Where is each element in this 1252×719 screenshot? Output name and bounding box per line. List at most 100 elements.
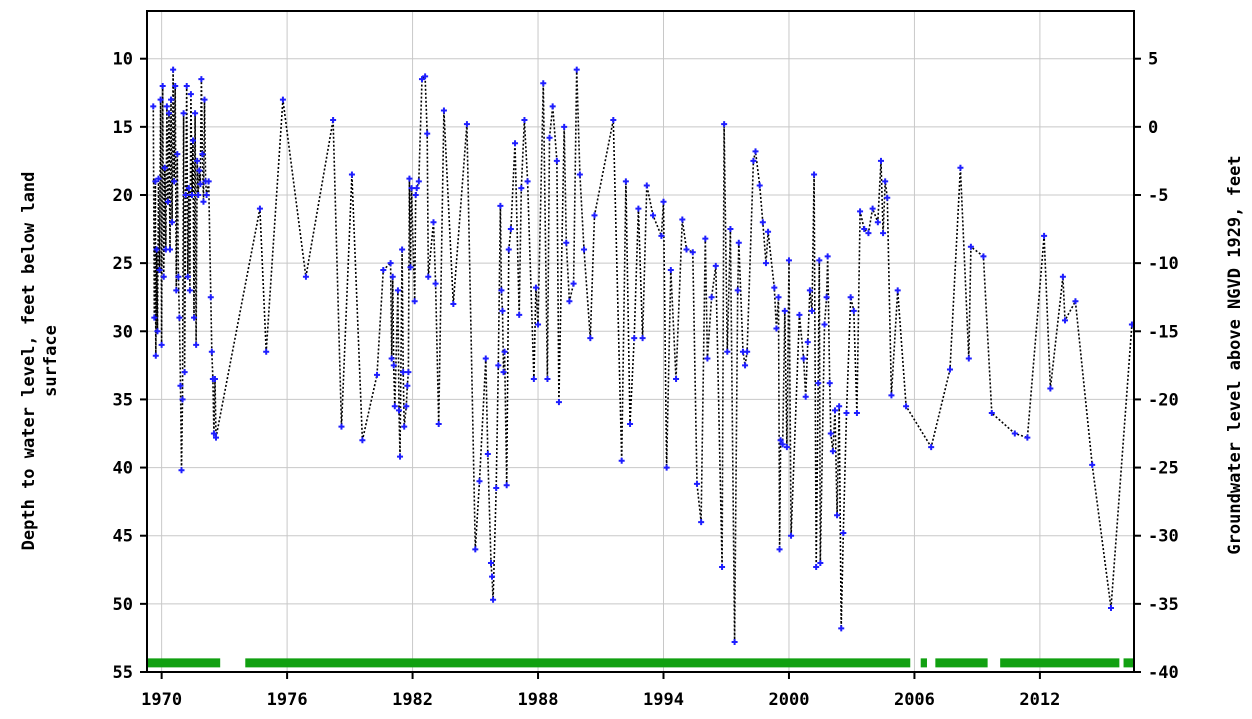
data-point-28 — [178, 467, 185, 474]
data-point-99 — [450, 301, 457, 308]
data-point-230 — [957, 164, 964, 171]
data-point-201 — [821, 321, 828, 328]
data-point-92 — [422, 73, 429, 80]
x-tick-label-2006: 2006 — [894, 690, 935, 710]
data-point-4 — [153, 246, 160, 253]
data-point-200 — [817, 559, 824, 566]
data-point-219 — [869, 205, 876, 212]
data-point-209 — [836, 403, 843, 410]
data-point-153 — [667, 266, 674, 273]
data-point-185 — [779, 441, 786, 448]
data-point-54 — [207, 294, 214, 301]
data-point-86 — [408, 185, 415, 192]
data-point-224 — [884, 194, 891, 201]
data-point-168 — [731, 639, 738, 646]
data-point-216 — [857, 208, 864, 215]
y-left-tick-label-55: 55 — [113, 663, 133, 683]
data-point-139 — [587, 335, 594, 342]
data-point-138 — [581, 246, 588, 253]
data-point-206 — [829, 448, 836, 455]
data-point-40 — [191, 314, 198, 321]
data-point-140 — [591, 212, 598, 219]
data-point-48 — [199, 151, 206, 158]
data-point-108 — [493, 485, 500, 492]
x-tick-label-1994: 1994 — [643, 690, 684, 710]
data-point-82 — [404, 382, 411, 389]
data-point-131 — [555, 399, 562, 406]
data-point-115 — [503, 482, 510, 489]
data-point-65 — [338, 423, 345, 430]
x-tick-label-2000: 2000 — [768, 690, 809, 710]
data-point-220 — [874, 219, 881, 226]
data-point-105 — [487, 559, 494, 566]
data-point-26 — [176, 314, 183, 321]
data-point-60 — [256, 205, 263, 212]
data-point-17 — [167, 246, 174, 253]
data-point-159 — [698, 519, 705, 526]
axis-ticks — [140, 57, 1141, 679]
data-point-74 — [391, 403, 398, 410]
data-point-199 — [816, 257, 823, 264]
x-tick-label-1988: 1988 — [518, 690, 559, 710]
data-point-89 — [413, 185, 420, 192]
plot-frame — [146, 10, 1135, 673]
data-point-107 — [490, 596, 497, 603]
data-point-72 — [389, 273, 396, 280]
data-point-31 — [181, 369, 188, 376]
data-point-100 — [463, 121, 470, 128]
data-point-62 — [279, 96, 286, 103]
data-point-64 — [330, 117, 337, 124]
data-point-205 — [827, 430, 834, 437]
data-point-163 — [712, 262, 719, 269]
data-point-134 — [566, 298, 573, 305]
data-point-231 — [965, 355, 972, 362]
data-point-196 — [811, 171, 818, 178]
x-tick-label-2012: 2012 — [1019, 690, 1060, 710]
data-point-21 — [171, 178, 178, 185]
data-point-141 — [610, 117, 617, 124]
data-point-133 — [563, 239, 570, 246]
data-point-1 — [151, 314, 158, 321]
data-point-94 — [425, 273, 432, 280]
data-point-117 — [507, 226, 514, 233]
data-point-235 — [1011, 430, 1018, 437]
data-point-75 — [394, 287, 401, 294]
data-point-120 — [518, 185, 525, 192]
data-point-236 — [1024, 434, 1031, 441]
data-point-160 — [702, 235, 709, 242]
data-point-91 — [418, 76, 425, 83]
data-point-50 — [201, 96, 208, 103]
data-point-210 — [838, 625, 845, 632]
data-point-239 — [1059, 273, 1066, 280]
data-point-77 — [397, 453, 404, 460]
data-point-96 — [432, 280, 439, 287]
data-point-41 — [192, 110, 199, 117]
data-point-20 — [170, 66, 177, 73]
data-point-84 — [406, 175, 413, 182]
approval-bar-segment-2 — [920, 658, 927, 668]
data-point-212 — [843, 410, 850, 417]
data-point-176 — [756, 182, 763, 189]
data-point-3 — [152, 352, 159, 359]
data-point-103 — [482, 355, 489, 362]
data-point-46 — [197, 181, 204, 188]
data-point-37 — [187, 91, 194, 98]
data-point-14 — [163, 103, 170, 110]
data-point-207 — [831, 407, 838, 414]
data-point-208 — [834, 512, 841, 519]
data-point-227 — [903, 403, 910, 410]
data-point-155 — [679, 216, 686, 223]
data-point-34 — [184, 273, 191, 280]
data-point-124 — [532, 284, 539, 291]
y-right-tick-label--40: -40 — [1148, 663, 1179, 683]
data-point-125 — [535, 321, 542, 328]
data-point-214 — [850, 307, 857, 314]
data-point-123 — [530, 375, 537, 382]
data-point-90 — [415, 178, 422, 185]
data-point-6 — [155, 175, 162, 182]
data-point-83 — [405, 369, 412, 376]
data-point-129 — [549, 103, 556, 110]
data-point-183 — [776, 546, 783, 553]
y-left-tick-label-35: 35 — [113, 390, 133, 410]
